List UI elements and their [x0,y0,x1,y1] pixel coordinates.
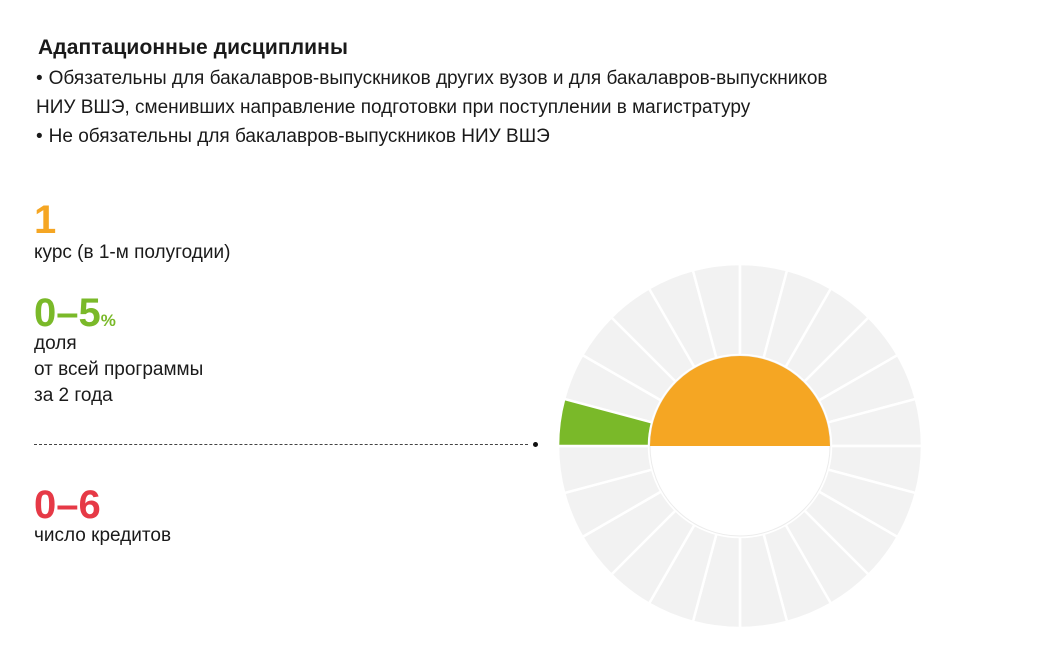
page-title: Адаптационные дисциплины [38,36,348,59]
leader-line [34,444,528,445]
leader-dot [533,442,538,447]
credits-label: число кредитов [34,525,172,546]
share-label-line: от всей программы [34,359,204,380]
share-label: доля от всей программы за 2 года [34,331,203,409]
course-label: курс (в 1-м полугодии) [34,242,231,263]
bullet-item: Не обязательны для бакалавров-выпускнико… [36,122,836,151]
share-suffix: % [100,311,116,330]
share-label-line: доля [34,333,77,354]
bullet-list: Обязательны для бакалавров-выпускников д… [36,64,836,151]
share-label-line: за 2 года [34,385,113,406]
bullet-item: Обязательны для бакалавров-выпускников д… [36,64,836,122]
share-number: 0–5 [34,291,101,335]
wheel-semicircle-course [650,356,830,446]
course-value: 1 [34,198,57,242]
program-share-wheel [556,262,924,630]
share-value: 0–5% [34,293,116,341]
credits-value: 0–6 [34,483,101,527]
